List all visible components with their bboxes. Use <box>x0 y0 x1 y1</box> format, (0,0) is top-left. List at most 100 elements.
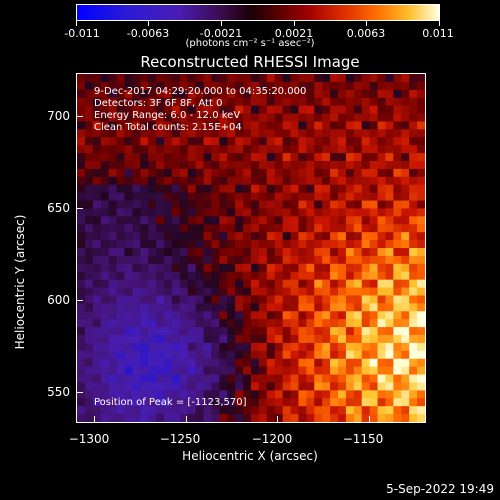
image-pixel <box>306 319 315 328</box>
image-pixel <box>338 232 347 241</box>
image-pixel <box>171 335 181 344</box>
image-pixel <box>227 311 236 320</box>
image-pixel <box>148 311 157 320</box>
colorbar-tick <box>366 21 367 26</box>
image-pixel <box>84 255 94 265</box>
image-pixel <box>258 89 268 99</box>
image-pixel <box>258 137 268 146</box>
image-pixel <box>77 200 86 210</box>
image-pixel <box>322 74 331 83</box>
image-pixel <box>282 311 292 320</box>
image-pixel <box>211 271 220 281</box>
image-pixel <box>298 232 307 241</box>
image-pixel <box>361 121 371 130</box>
image-pixel <box>116 366 126 376</box>
image-pixel <box>282 176 292 186</box>
image-pixel <box>290 295 300 304</box>
image-pixel <box>77 248 86 257</box>
image-pixel <box>211 89 220 99</box>
image-pixel <box>306 240 315 249</box>
image-pixel <box>116 192 126 202</box>
image-pixel <box>353 105 363 115</box>
image-pixel <box>108 121 118 130</box>
image-pixel <box>92 287 102 297</box>
image-pixel <box>274 113 284 123</box>
image-pixel <box>84 161 94 170</box>
image-pixel <box>298 295 307 304</box>
image-pixel <box>77 145 86 154</box>
image-pixel <box>274 121 284 130</box>
image-pixel <box>369 398 379 407</box>
image-pixel <box>298 248 307 257</box>
image-pixel <box>345 216 355 225</box>
image-pixel <box>100 414 110 422</box>
image-pixel <box>258 97 268 107</box>
colorbar-tick <box>439 21 440 26</box>
image-pixel <box>274 153 284 162</box>
image-pixel <box>377 184 387 194</box>
image-pixel <box>401 129 410 138</box>
image-pixel <box>377 279 387 289</box>
image-pixel <box>369 406 379 415</box>
image-pixel <box>401 390 410 399</box>
image-pixel <box>306 129 315 138</box>
image-pixel <box>84 176 94 186</box>
image-pixel <box>235 240 244 249</box>
image-pixel <box>377 153 387 162</box>
image-pixel <box>361 406 371 415</box>
image-pixel <box>314 184 323 194</box>
image-pixel <box>314 366 323 376</box>
image-pixel <box>409 192 418 202</box>
image-pixel <box>274 390 284 399</box>
image-pixel <box>393 168 402 178</box>
image-pixel <box>227 129 236 138</box>
image-pixel <box>290 176 300 186</box>
image-pixel <box>140 200 149 210</box>
image-pixel <box>211 358 220 368</box>
image-pixel <box>171 248 181 257</box>
image-pixel <box>393 279 402 289</box>
image-pixel <box>243 216 252 225</box>
image-pixel <box>282 113 292 123</box>
image-pixel <box>108 327 118 336</box>
image-pixel <box>338 176 347 186</box>
image-pixel <box>148 366 157 376</box>
image-pixel <box>417 350 425 360</box>
image-pixel <box>330 129 339 138</box>
image-pixel <box>179 303 189 312</box>
image-pixel <box>235 192 244 202</box>
image-pixel <box>409 366 418 376</box>
image-pixel <box>156 319 165 328</box>
image-pixel <box>219 342 228 352</box>
image-pixel <box>306 168 315 178</box>
image-pixel <box>92 335 102 344</box>
image-pixel <box>377 97 387 107</box>
image-pixel <box>330 192 339 202</box>
image-pixel <box>77 121 86 130</box>
image-pixel <box>361 192 371 202</box>
image-pixel <box>361 168 371 178</box>
image-pixel <box>195 319 205 328</box>
image-pixel <box>266 208 276 217</box>
image-pixel <box>290 406 300 415</box>
image-pixel <box>393 208 402 217</box>
image-pixel <box>243 255 252 265</box>
image-pixel <box>306 279 315 289</box>
image-pixel <box>116 121 126 130</box>
image-pixel <box>124 208 133 217</box>
image-pixel <box>298 406 307 415</box>
image-pixel <box>393 184 402 194</box>
image-pixel <box>156 105 165 115</box>
image-pixel <box>417 295 425 304</box>
image-pixel <box>266 398 276 407</box>
image-pixel <box>100 89 110 99</box>
image-pixel <box>298 224 307 233</box>
image-pixel <box>385 335 394 344</box>
image-pixel <box>100 145 110 154</box>
image-pixel <box>409 319 418 328</box>
image-pixel <box>409 303 418 312</box>
image-pixel <box>401 414 410 422</box>
image-pixel <box>203 358 213 368</box>
image-pixel <box>179 248 189 257</box>
image-pixel <box>266 232 276 241</box>
